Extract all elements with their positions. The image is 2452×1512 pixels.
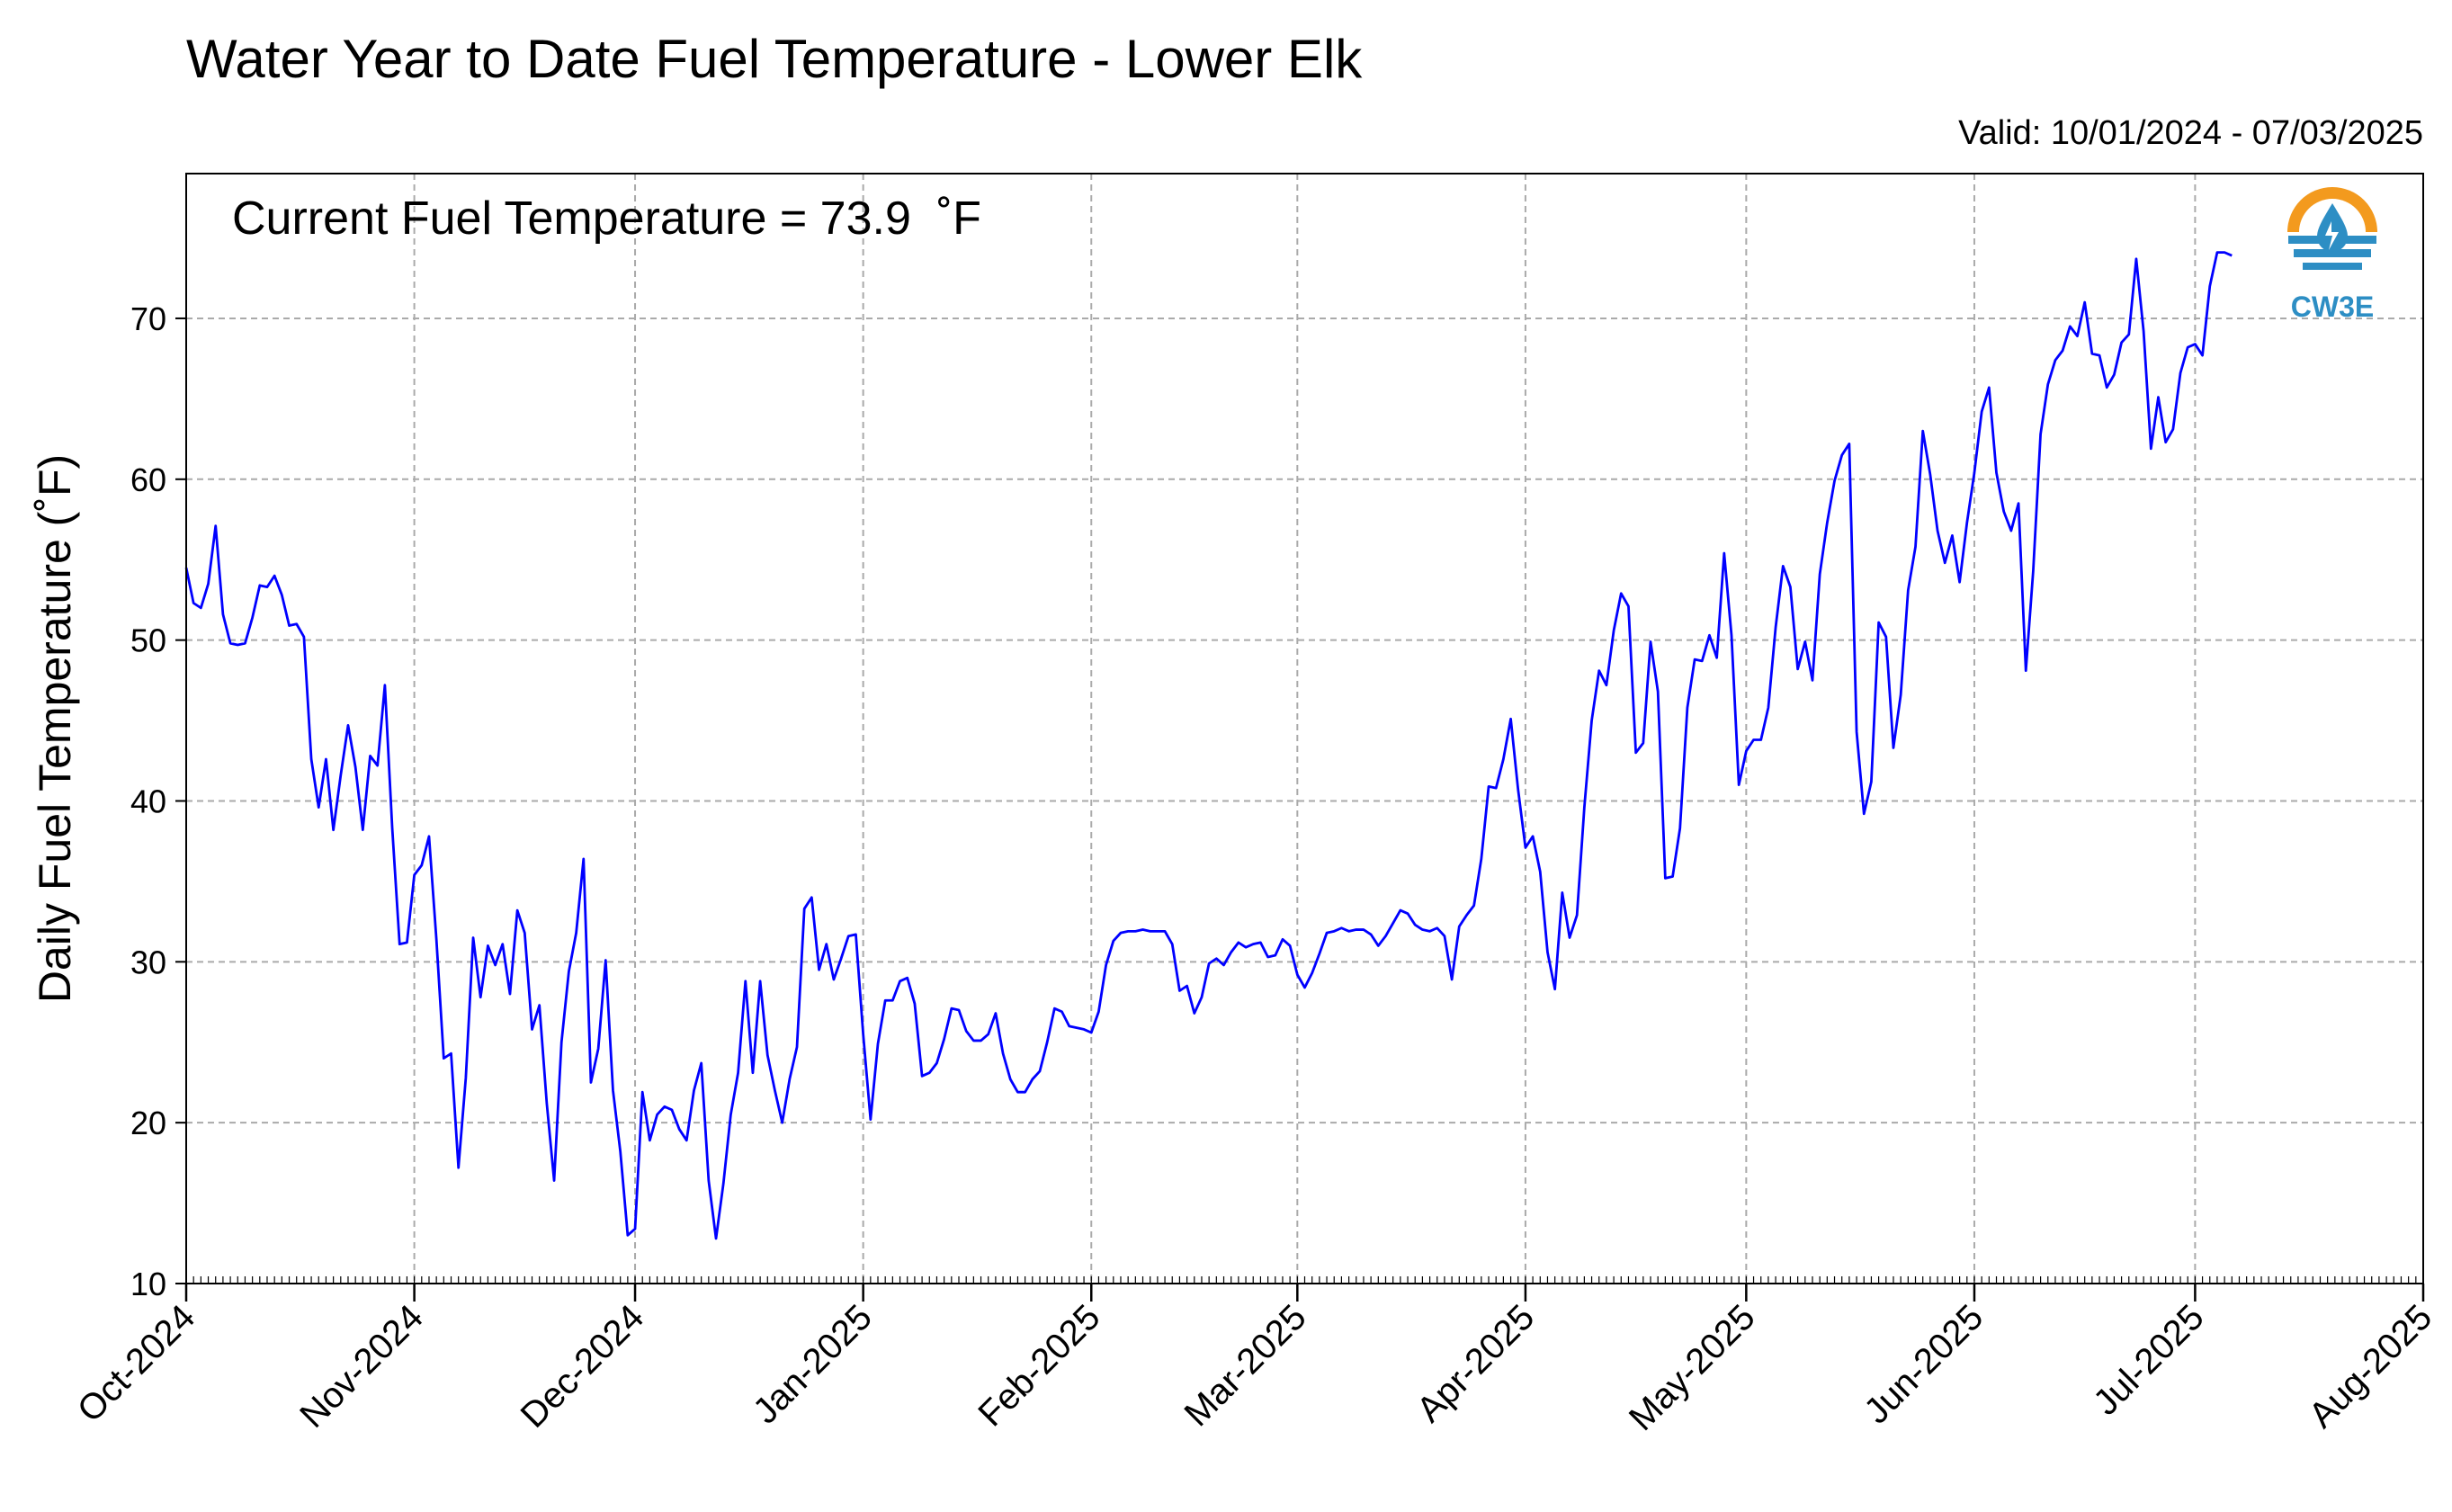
plot-area-frame xyxy=(185,173,2424,1284)
y-tick-label: 50 xyxy=(130,622,166,659)
x-axis-ticks: Oct-2024 Nov-2024 Dec-2024 Jan-2025 Feb-2025… xyxy=(70,1297,2439,1438)
x-tick-label: Feb-2025 xyxy=(971,1297,1107,1434)
y-axis-label: Daily Fuel Temperature (˚F) xyxy=(30,454,80,1003)
fuel-temperature-line xyxy=(184,251,2233,1240)
x-minor-ticks xyxy=(185,1276,2424,1284)
y-tick-label: 10 xyxy=(130,1266,166,1302)
x-tick-label: Aug-2025 xyxy=(2302,1297,2440,1436)
valid-date-range: Valid: 10/01/2024 - 07/03/2025 xyxy=(1958,114,2423,152)
x-tick-label: May-2025 xyxy=(1622,1297,1763,1438)
x-tick-label: Dec-2024 xyxy=(514,1297,652,1436)
x-tick-label: Jan-2025 xyxy=(746,1297,880,1431)
y-tick-label: 60 xyxy=(130,461,166,498)
x-tick-label: Jul-2025 xyxy=(2086,1297,2212,1423)
y-tick-label: 30 xyxy=(130,944,166,980)
x-tick-label: Apr-2025 xyxy=(1409,1297,1542,1429)
chart-title: Water Year to Date Fuel Temperature - Lo… xyxy=(186,29,1363,89)
current-fuel-temperature-annotation: Current Fuel Temperature = 73.9 ˚F xyxy=(232,192,981,245)
x-tick-label: Jun-2025 xyxy=(1857,1297,1991,1431)
x-major-ticks xyxy=(184,1284,2425,1302)
logo-text: CW3E xyxy=(2291,291,2374,323)
grid-lines xyxy=(186,174,2423,1284)
cw3e-logo: CW3E xyxy=(2286,187,2379,323)
x-tick-label: Oct-2024 xyxy=(70,1297,202,1429)
y-tick-label: 70 xyxy=(130,300,166,337)
y-axis-ticks: 10 20 30 40 50 60 70 xyxy=(130,300,186,1302)
water-drop-sun-logo-icon xyxy=(2286,187,2379,281)
x-tick-label: Mar-2025 xyxy=(1177,1297,1314,1434)
y-tick-label: 20 xyxy=(130,1105,166,1141)
y-tick-label: 40 xyxy=(130,783,166,819)
x-tick-label: Nov-2024 xyxy=(292,1297,431,1436)
